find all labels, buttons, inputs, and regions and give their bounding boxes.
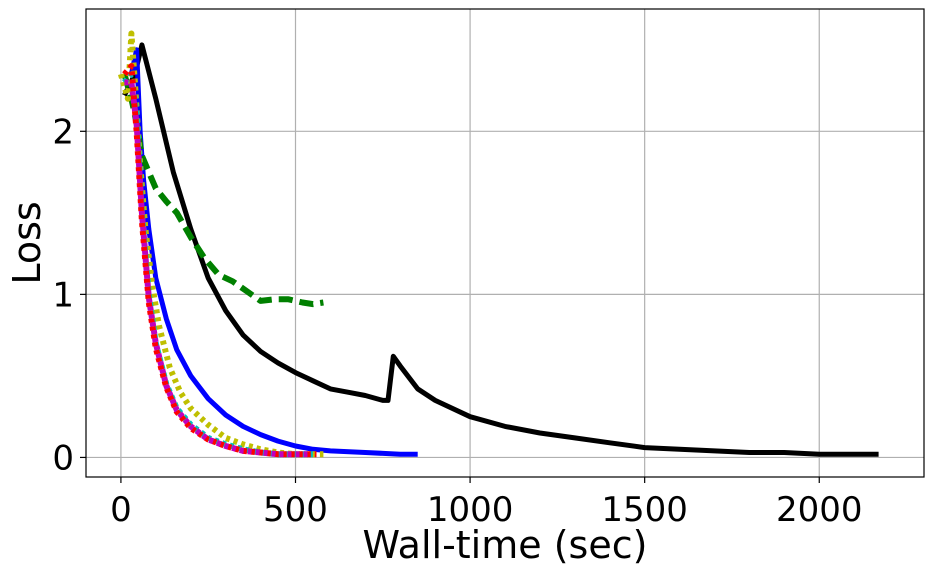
x-tick-label: 2000	[776, 490, 863, 530]
y-tick-label: 1	[52, 275, 74, 315]
series-line-1	[122, 42, 879, 457]
y-tick-label: 0	[52, 438, 74, 478]
x-axis-label: Wall-time (sec)	[363, 523, 648, 567]
y-axis-label: Loss	[5, 201, 49, 284]
series-line-3	[121, 73, 324, 308]
x-tick-label: 0	[110, 490, 132, 530]
ticks: 0 500 1000 1500 2000 0 1 2	[52, 112, 862, 530]
plot-frame	[85, 8, 925, 478]
x-tick-label: 500	[263, 490, 328, 530]
x-tick-label: 1500	[601, 490, 688, 530]
series-layer	[118, 30, 879, 458]
series-line-6	[122, 63, 317, 458]
x-tick-label: 1000	[427, 490, 514, 530]
grid	[86, 9, 924, 477]
y-tick-label: 2	[52, 112, 74, 152]
series-line-2	[128, 47, 418, 457]
